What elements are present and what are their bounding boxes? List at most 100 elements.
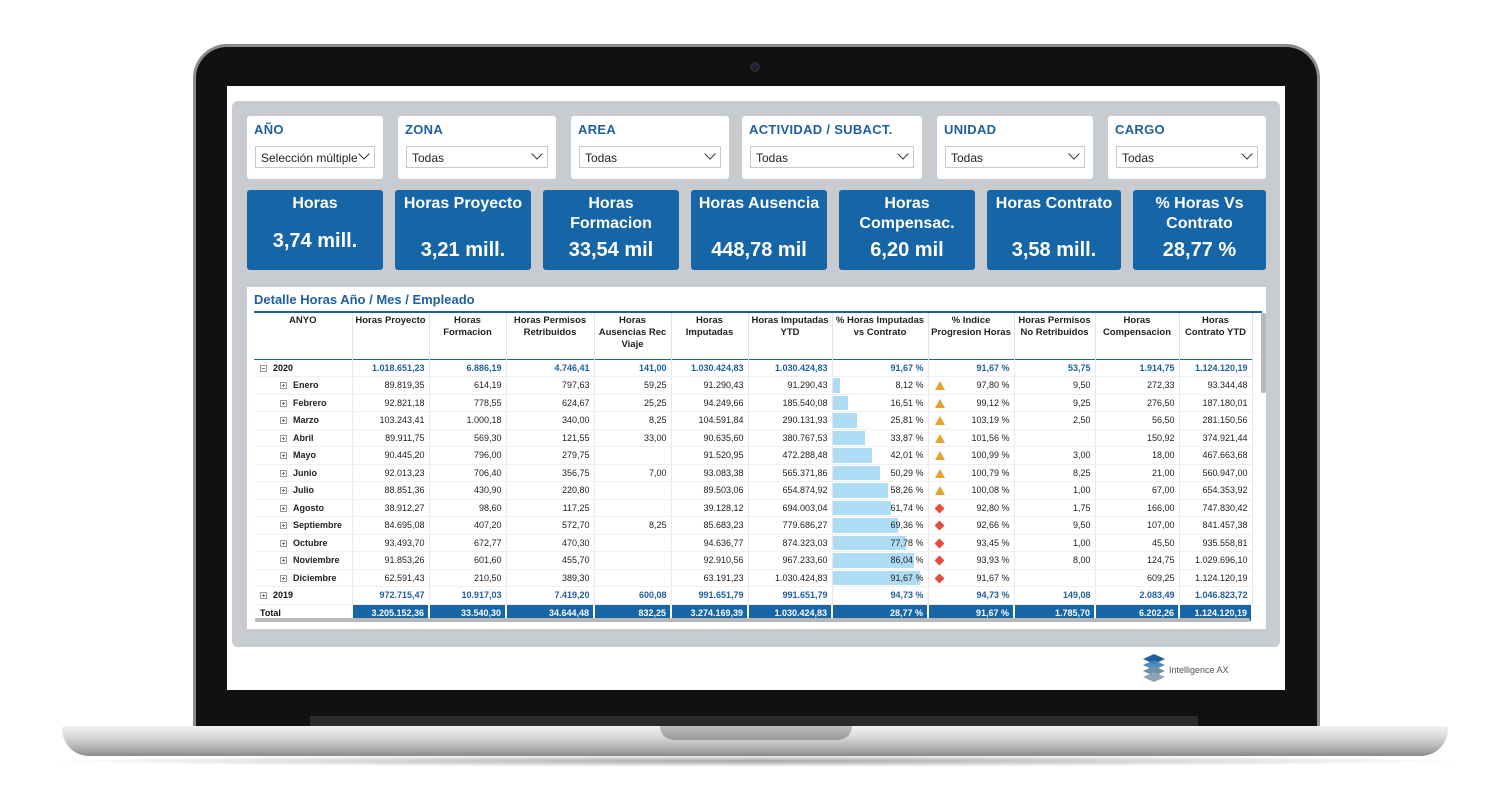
table-row: Junio 92.013,23 706,40 356,75 7,00 93.083,38 5…	[254, 464, 1253, 482]
row-header[interactable]: Junio	[254, 464, 353, 482]
table-cell	[1014, 569, 1096, 587]
column-header[interactable]: ANYO	[254, 313, 353, 359]
slicer-dropdown-cargo[interactable]: Todas	[1116, 146, 1258, 168]
alert-diamond-icon	[934, 538, 944, 548]
table-cell: 796,00	[429, 446, 507, 465]
data-bar	[832, 570, 920, 585]
table-cell: 9,50	[1014, 376, 1096, 395]
expand-icon[interactable]	[280, 452, 287, 460]
expand-icon[interactable]	[280, 557, 287, 565]
row-header[interactable]: Diciembre	[254, 569, 353, 587]
kpi-label: % Horas Vs Contrato	[1155, 195, 1244, 232]
column-header[interactable]: Horas Ausencias Rec Viaje	[594, 313, 672, 359]
row-label: Marzo	[293, 415, 320, 426]
column-header[interactable]: Horas Imputadas YTD	[748, 313, 833, 359]
cell-value: 103,19 %	[971, 415, 1010, 426]
table-cell: 972.715,47	[352, 586, 430, 605]
table-cell: 16,51 %	[832, 394, 929, 412]
table-row: Noviembre 91.853,26 601,60 455,70 92.910,56 9…	[254, 551, 1253, 570]
chevron-down-icon	[358, 148, 370, 160]
table-header-row: ANYO Horas Proyecto Horas Formacion Hora…	[254, 313, 1253, 359]
table-cell: 210,50	[429, 569, 507, 587]
slicer-unidad: UNIDAD Todas	[937, 116, 1093, 179]
horizontal-scrollbar[interactable]	[255, 618, 1250, 622]
slicer-area: AREA Todas	[571, 116, 729, 179]
row-header[interactable]: 2020	[254, 359, 353, 377]
slicer-dropdown-actividad[interactable]: Todas	[750, 146, 914, 168]
laptop-screen: AÑO Selección múltiple ZONA Todas AREA T…	[227, 86, 1285, 690]
expand-icon[interactable]	[280, 399, 287, 407]
collapse-icon[interactable]	[260, 364, 267, 372]
table-cell: 91,67 %	[832, 569, 929, 587]
row-label: 2020	[273, 362, 294, 373]
expand-icon[interactable]	[280, 522, 287, 530]
expand-icon[interactable]	[280, 539, 287, 547]
table-cell: 991.651,79	[748, 586, 833, 605]
expand-icon[interactable]	[260, 592, 267, 600]
table-cell: 874.323,03	[748, 534, 833, 552]
row-header[interactable]: Mayo	[254, 446, 353, 465]
table-cell: 600,08	[594, 586, 672, 605]
column-header[interactable]: Horas Permisos No Retribuidos	[1014, 313, 1096, 359]
row-header[interactable]: Octubre	[254, 534, 353, 552]
slicer-dropdown-zona[interactable]: Todas	[406, 146, 548, 168]
row-header[interactable]: Agosto	[254, 499, 353, 517]
table-cell: 6.886,19	[429, 359, 507, 377]
slicer-dropdown-anio[interactable]: Selección múltiple	[255, 146, 375, 168]
table-cell: 1.124.120,19	[1179, 359, 1253, 377]
expand-icon[interactable]	[280, 469, 287, 477]
table-cell: 614,19	[429, 376, 507, 395]
row-header[interactable]: 2019	[254, 586, 353, 605]
expand-icon[interactable]	[280, 417, 287, 425]
cell-value: 93,45 %	[976, 537, 1010, 548]
expand-icon[interactable]	[280, 487, 287, 495]
row-header[interactable]: Septiembre	[254, 516, 353, 535]
chevron-down-icon	[897, 148, 909, 160]
row-header[interactable]: Marzo	[254, 411, 353, 430]
row-header[interactable]: Febrero	[254, 394, 353, 412]
warning-triangle-icon	[934, 433, 945, 443]
table-cell: 21,00	[1095, 464, 1180, 482]
table-cell: 8,00	[1014, 551, 1096, 570]
vertical-scrollbar[interactable]	[1261, 313, 1266, 393]
row-header[interactable]: Julio	[254, 481, 353, 500]
dashboard: AÑO Selección múltiple ZONA Todas AREA T…	[232, 101, 1280, 647]
column-header[interactable]: % Horas Imputadas vs Contrato	[832, 313, 929, 359]
table-cell: 467.663,68	[1179, 446, 1253, 465]
column-header[interactable]: Horas Contrato YTD	[1179, 313, 1253, 359]
table-row: Octubre 93.493,70 672,77 470,30 94.636,77 874…	[254, 534, 1253, 552]
table-cell: 747.830,42	[1179, 499, 1253, 517]
expand-icon[interactable]	[280, 574, 287, 582]
column-header[interactable]: Horas Formacion	[429, 313, 507, 359]
expand-icon[interactable]	[280, 434, 287, 442]
table-cell: 92.910,56	[671, 551, 749, 570]
column-header[interactable]: % Indice Progresion Horas	[928, 313, 1015, 359]
table-cell: 1.029.696,10	[1179, 551, 1253, 570]
column-header[interactable]: Horas Permisos Retribuidos	[506, 313, 595, 359]
data-bar	[832, 500, 892, 515]
table-cell: 92,66 %	[928, 516, 1015, 535]
table-cell: 1.018.651,23	[352, 359, 430, 377]
column-header[interactable]: Horas Proyecto	[352, 313, 430, 359]
expand-icon[interactable]	[280, 382, 287, 390]
table-cell	[594, 499, 672, 517]
table-cell: 91.853,26	[352, 551, 430, 570]
column-header[interactable]: Horas Compensacion	[1095, 313, 1180, 359]
table-cell: 93,45 %	[928, 534, 1015, 552]
table-cell: 100,79 %	[928, 464, 1015, 482]
table-cell: 1.030.424,83	[748, 604, 833, 622]
row-header[interactable]: Abril	[254, 429, 353, 447]
slicer-dropdown-unidad[interactable]: Todas	[945, 146, 1085, 168]
row-header[interactable]: Enero	[254, 376, 353, 395]
kpi-card-horas: Horas 3,74 mill.	[247, 190, 383, 270]
table-cell: 8,12 %	[832, 376, 929, 395]
table-cell: 91,67 %	[928, 604, 1015, 622]
expand-icon[interactable]	[280, 504, 287, 512]
row-header[interactable]: Noviembre	[254, 551, 353, 570]
table-cell: 59,25	[594, 376, 672, 395]
table-cell: 94,73 %	[928, 586, 1015, 605]
slicer-dropdown-area[interactable]: Todas	[579, 146, 721, 168]
table-row: Mayo 90.445,20 796,00 279,75 91.520,95 472.28…	[254, 446, 1253, 465]
column-header[interactable]: Horas Imputadas	[671, 313, 749, 359]
data-bar	[832, 465, 881, 480]
